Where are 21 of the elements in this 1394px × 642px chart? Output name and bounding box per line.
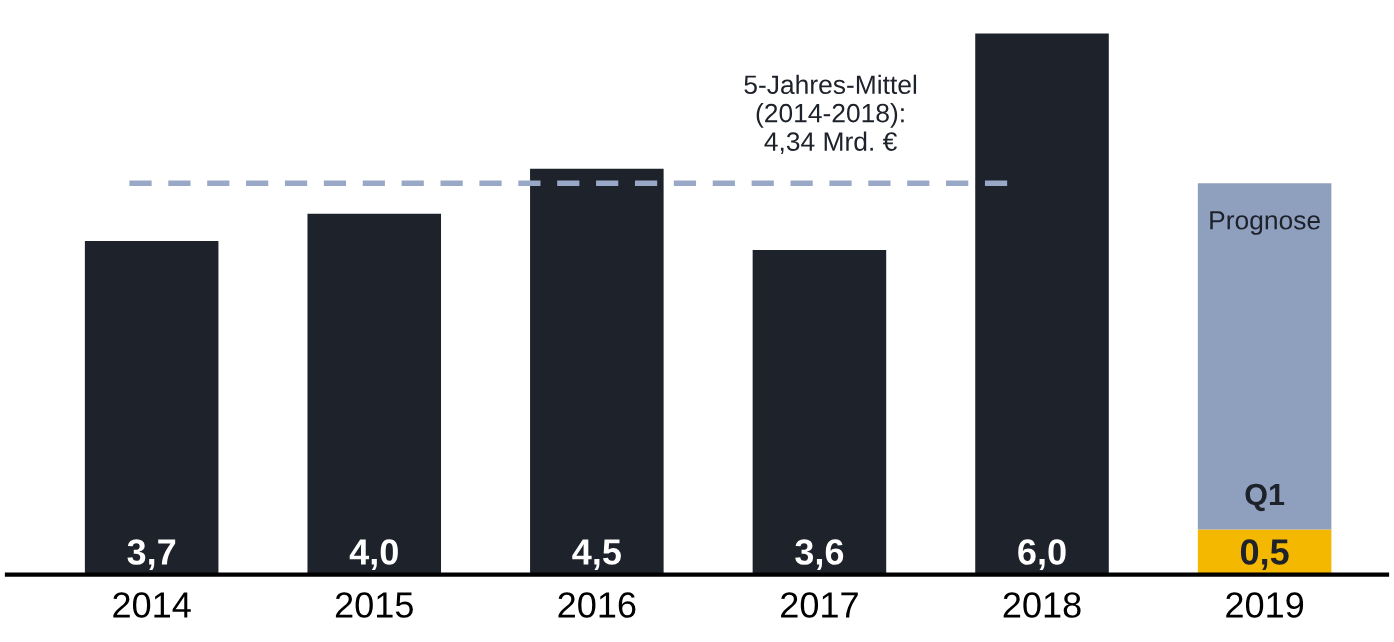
bar xyxy=(1197,183,1332,530)
data-label: 4,0 xyxy=(349,539,398,570)
x-tick-label: 2015 xyxy=(335,592,413,618)
bar xyxy=(530,168,664,575)
data-label: 6,0 xyxy=(1018,539,1066,570)
bar xyxy=(307,213,442,575)
bar xyxy=(975,33,1109,575)
data-label: 3,6 xyxy=(795,539,844,570)
data-label: 3,7 xyxy=(127,539,176,570)
data-label: 4,5 xyxy=(572,539,621,570)
data-label: 0,5 xyxy=(1240,539,1289,570)
series-label: Prognose xyxy=(1210,211,1320,235)
x-tick-label: 2018 xyxy=(1003,592,1081,618)
x-tick-label: 2019 xyxy=(1226,592,1304,618)
ref-line-label: 5-Jahres-Mittel (2014-2018): 4,34 Mrd. € xyxy=(744,74,917,155)
bar xyxy=(752,249,887,575)
x-tick-label: 2016 xyxy=(558,592,636,618)
bar xyxy=(84,240,219,575)
series-label: Q1 xyxy=(1245,483,1285,512)
x-tick-label: 2014 xyxy=(113,592,191,618)
x-tick-label: 2017 xyxy=(781,592,858,618)
